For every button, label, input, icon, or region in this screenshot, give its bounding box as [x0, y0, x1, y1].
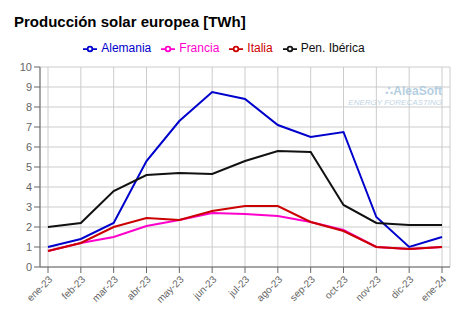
svg-text:ene-23: ene-23 — [25, 273, 55, 303]
svg-text:nov-23: nov-23 — [353, 273, 383, 303]
svg-text:jul-23: jul-23 — [226, 273, 252, 299]
svg-text:9: 9 — [26, 81, 32, 93]
html-text:Alemania: Alemania — [101, 41, 152, 55]
svg-text:jun-23: jun-23 — [190, 273, 218, 301]
svg-text:feb-23: feb-23 — [59, 273, 87, 301]
html-text:Francia: Francia — [179, 41, 220, 55]
svg-text:4: 4 — [26, 181, 32, 193]
html-text:Pen. Ibérica: Pen. Ibérica — [300, 41, 365, 55]
svg-text:ene-24: ene-24 — [419, 273, 449, 303]
svg-text:2: 2 — [26, 221, 32, 233]
svg-text:abr-23: abr-23 — [125, 273, 154, 302]
html-text:∴AleaSoft: ∴AleaSoft — [385, 84, 442, 98]
svg-text:7: 7 — [26, 121, 32, 133]
svg-text:1: 1 — [26, 241, 32, 253]
html-text:Producción solar europea [TWh]: Producción solar europea [TWh] — [14, 13, 246, 30]
svg-text:mar-23: mar-23 — [90, 273, 120, 303]
html-text:ENERGY FORECASTING: ENERGY FORECASTING — [348, 98, 442, 107]
svg-text:8: 8 — [26, 101, 32, 113]
svg-text:dic-23: dic-23 — [389, 273, 416, 300]
svg-text:oct-23: oct-23 — [323, 273, 351, 301]
svg-text:0: 0 — [26, 261, 32, 273]
svg-text:may-23: may-23 — [154, 273, 186, 305]
svg-text:sep-23: sep-23 — [288, 273, 318, 303]
html-text:Italia: Italia — [247, 41, 273, 55]
svg-text:ago-23: ago-23 — [254, 273, 284, 303]
svg-text:6: 6 — [26, 141, 32, 153]
svg-text:5: 5 — [26, 161, 32, 173]
svg-text:10: 10 — [20, 61, 32, 73]
svg-text:3: 3 — [26, 201, 32, 213]
